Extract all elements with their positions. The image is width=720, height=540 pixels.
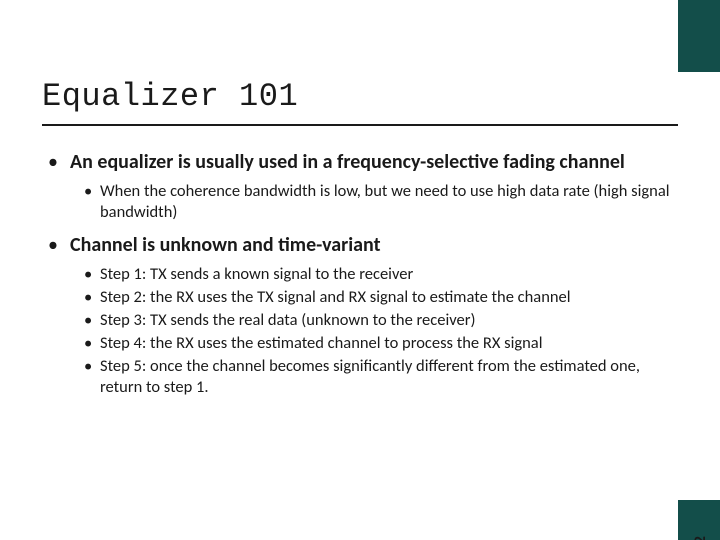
page-number: 22 bbox=[691, 536, 710, 540]
bullet-level1: • An equalizer is usually used in a freq… bbox=[42, 150, 678, 175]
bullet-level2: • Step 4: the RX uses the estimated chan… bbox=[84, 333, 678, 354]
bullet-glyph: • bbox=[84, 287, 100, 308]
bullet-glyph: • bbox=[84, 333, 100, 354]
bullet-glyph: • bbox=[84, 181, 100, 223]
bullet-text: Step 3: TX sends the real data (unknown … bbox=[100, 310, 476, 331]
bullet-glyph: • bbox=[84, 310, 100, 331]
bullet-text: Step 5: once the channel becomes signifi… bbox=[100, 356, 678, 398]
bullet-glyph: • bbox=[84, 264, 100, 285]
bullet-text: Step 1: TX sends a known signal to the r… bbox=[100, 264, 413, 285]
slide-title: Equalizer 101 bbox=[42, 78, 298, 115]
bullet-level2: • Step 2: the RX uses the TX signal and … bbox=[84, 287, 678, 308]
side-accent-strip bbox=[678, 500, 720, 540]
bullet-glyph: • bbox=[42, 233, 70, 258]
bullet-level2: • Step 5: once the channel becomes signi… bbox=[84, 356, 678, 398]
bullet-text: When the coherence bandwidth is low, but… bbox=[100, 181, 678, 223]
title-underline bbox=[42, 124, 678, 126]
bullet-level2: • When the coherence bandwidth is low, b… bbox=[84, 181, 678, 223]
bullet-text: Step 4: the RX uses the estimated channe… bbox=[100, 333, 543, 354]
bullet-text: An equalizer is usually used in a freque… bbox=[70, 150, 625, 175]
bullet-level2-group: • Step 1: TX sends a known signal to the… bbox=[84, 264, 678, 398]
bullet-glyph: • bbox=[42, 150, 70, 175]
bullet-level2: • Step 1: TX sends a known signal to the… bbox=[84, 264, 678, 285]
bullet-text: Channel is unknown and time-variant bbox=[70, 233, 381, 258]
bullet-text: Step 2: the RX uses the TX signal and RX… bbox=[100, 287, 571, 308]
slide-content: • An equalizer is usually used in a freq… bbox=[42, 150, 678, 408]
bullet-glyph: • bbox=[84, 356, 100, 398]
bullet-level2-group: • When the coherence bandwidth is low, b… bbox=[84, 181, 678, 223]
bullet-level2: • Step 3: TX sends the real data (unknow… bbox=[84, 310, 678, 331]
slide: Equalizer 101 • An equalizer is usually … bbox=[0, 0, 720, 540]
corner-accent-block bbox=[678, 0, 720, 72]
bullet-level1: • Channel is unknown and time-variant bbox=[42, 233, 678, 258]
